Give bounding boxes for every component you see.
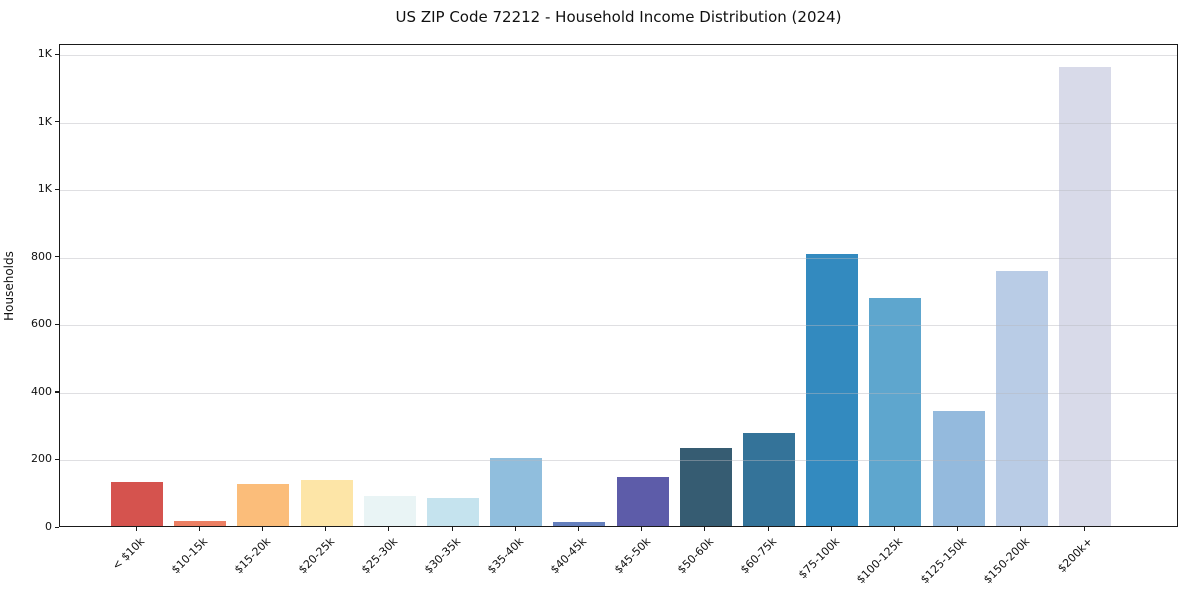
x-tick-mark <box>451 527 453 531</box>
gridline <box>60 325 1177 327</box>
x-tick-mark <box>198 527 200 531</box>
x-tick-mark <box>1083 527 1085 531</box>
bar <box>679 448 732 526</box>
bar <box>995 271 1048 526</box>
gridline <box>60 257 1177 259</box>
y-tick-mark <box>55 53 59 55</box>
x-tick-mark <box>261 527 264 531</box>
gridline <box>60 122 1177 124</box>
chart-title: US ZIP Code 72212 - Household Income Dis… <box>395 8 842 26</box>
gridline <box>60 55 1177 57</box>
y-tick-label: 800 <box>31 249 52 263</box>
y-tick-label: 1K <box>37 114 52 128</box>
x-tick-mark <box>135 527 137 531</box>
y-tick-label: 200 <box>31 452 52 466</box>
x-tick-mark <box>1020 527 1022 531</box>
y-tick-label: 400 <box>31 384 52 398</box>
x-tick-mark <box>641 527 643 531</box>
x-tick-mark <box>514 527 516 531</box>
x-tick-mark <box>388 527 390 531</box>
y-tick-mark <box>55 526 59 528</box>
x-tick-mark <box>767 527 769 531</box>
gridline <box>60 392 1177 394</box>
x-tick-mark <box>957 527 959 531</box>
y-tick-mark <box>55 188 59 190</box>
y-tick-label: 600 <box>31 317 52 331</box>
x-tick-mark <box>893 527 896 531</box>
bar <box>616 477 669 526</box>
bar <box>111 482 163 526</box>
bar <box>363 495 416 526</box>
y-tick-mark <box>55 121 59 123</box>
x-tick-mark <box>325 527 327 531</box>
x-tick-mark <box>704 527 706 531</box>
y-tick-label: 0 <box>45 520 52 533</box>
x-tick-mark <box>577 527 580 531</box>
bar <box>743 433 795 526</box>
bar <box>490 458 543 526</box>
bar <box>869 298 922 526</box>
bar <box>174 520 227 526</box>
y-tick-mark <box>55 458 59 461</box>
plot-area <box>59 44 1178 527</box>
y-tick-mark <box>55 256 59 258</box>
y-tick-label: 1K <box>37 182 52 196</box>
bar <box>427 498 479 526</box>
bar <box>553 521 606 526</box>
bar <box>806 254 859 526</box>
x-tick-label: < $10k <box>109 535 148 573</box>
y-tick-mark <box>55 323 59 326</box>
bar <box>932 411 985 526</box>
bar <box>300 480 353 526</box>
y-tick-mark <box>55 391 59 393</box>
x-tick-mark <box>830 527 832 531</box>
gridline <box>60 190 1177 192</box>
gridline <box>60 460 1177 462</box>
bar <box>237 483 290 526</box>
y-tick-label: 1K <box>37 47 52 61</box>
bar <box>1059 66 1111 526</box>
